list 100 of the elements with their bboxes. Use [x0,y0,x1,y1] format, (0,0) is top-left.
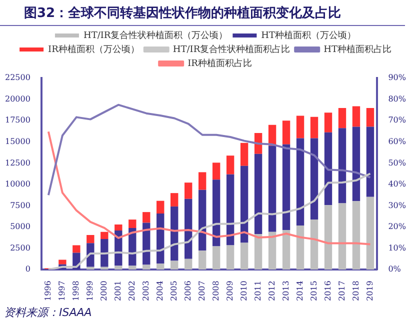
bar [226,174,234,246]
x-tick-label: 2019 [365,280,374,301]
y2-tick-label: 90% [388,73,406,82]
bar [226,245,234,270]
bar [198,172,206,190]
x-tick-label: 2006 [183,280,192,301]
bar [282,144,290,230]
bar [352,201,360,270]
bar [142,212,150,223]
bar [86,235,94,244]
bar [282,230,290,270]
bar [58,260,66,264]
y2-tick-label: 50% [388,158,406,168]
x-tick-label: 2016 [323,280,332,301]
bar [184,258,192,270]
bar [114,266,122,270]
y-tick-label: 10000 [4,180,30,189]
bar [352,106,360,127]
x-tick-label: 2013 [281,280,290,301]
bar [100,232,108,239]
x-tick-label: 2007 [197,280,206,301]
bar [282,120,290,144]
bar [142,264,150,270]
x-tick-label: 2005 [169,280,178,301]
x-tick-label: 2010 [239,280,248,301]
bar [338,128,346,204]
bar [352,126,360,202]
y2-tick-label: 30% [388,200,406,210]
x-tick-label: 1998 [72,280,81,301]
y2-tick-label: 0% [388,264,402,274]
bar [254,154,262,234]
bar [240,242,248,270]
bar [100,266,108,270]
y-tick-label: 0 [25,264,30,274]
bar [254,234,262,270]
bar [212,180,220,246]
legend-label: IR种植面积（万公顷） [48,44,140,55]
bar [198,250,206,270]
x-tick-label: 2000 [99,280,108,301]
x-tick-label: 2011 [253,280,262,301]
legend-label: HT/IR复合性状种植面积（万公顷） [83,30,228,41]
bar [128,266,136,270]
bar [366,108,374,127]
y2-tick-label: 70% [388,116,406,125]
x-tick-label: 2004 [155,280,164,301]
bar [170,206,178,261]
bar [296,226,304,270]
bar [338,203,346,270]
bar [366,196,374,270]
y-tick-label: 17500 [4,116,30,125]
bar [156,264,164,270]
bar [114,224,122,230]
x-tick-label: 2018 [351,280,360,301]
y2-tick-label: 60% [388,136,406,146]
bar [212,246,220,270]
legend-label: HT种植面积（万公顷） [261,30,356,41]
x-tick-label: 2015 [309,280,318,301]
bar [184,182,192,199]
bar [310,220,318,270]
bar [100,238,108,267]
bar [170,193,178,206]
bar [310,138,318,220]
bar [338,108,346,128]
y-tick-label: 7500 [10,200,30,210]
bar [184,198,192,259]
x-tick-label: 2002 [127,280,136,301]
bar [324,205,332,270]
bar [212,162,220,180]
x-tick-label: 2009 [225,280,234,301]
bar [86,266,94,270]
y-tick-label: 22500 [4,73,30,82]
chart-title: 图32：全球不同转基因性状作物的种植面积变化及占比 [0,0,405,26]
y-tick-label: 15000 [4,136,30,146]
x-tick-label: 1997 [58,280,67,301]
bar [240,142,248,166]
bar [170,260,178,270]
bar [198,190,206,251]
y-tick-label: 20000 [4,94,30,104]
y2-tick-label: 20% [388,222,406,232]
x-tick-label: 2003 [141,280,150,301]
bar [128,220,136,228]
bar [324,132,332,206]
bar [268,146,276,232]
legend-label: HT种植面积占比 [324,44,392,55]
y2-tick-label: 10% [388,243,406,252]
bar [268,232,276,270]
y2-tick-label: 40% [388,180,406,189]
bar [226,156,234,174]
bar [296,116,304,138]
x-tick-label: 2008 [211,280,220,301]
x-tick-label: 1999 [85,280,94,301]
bar [324,112,332,132]
x-tick-label: 2012 [267,280,276,301]
y2-tick-label: 80% [388,94,406,104]
x-tick-label: 2014 [295,280,304,301]
x-tick-label: 1996 [44,280,53,301]
text: 资料来源：ISAAA [3,305,93,321]
x-tick-label: 2017 [337,280,346,301]
bar [310,116,318,138]
bar [156,200,164,214]
